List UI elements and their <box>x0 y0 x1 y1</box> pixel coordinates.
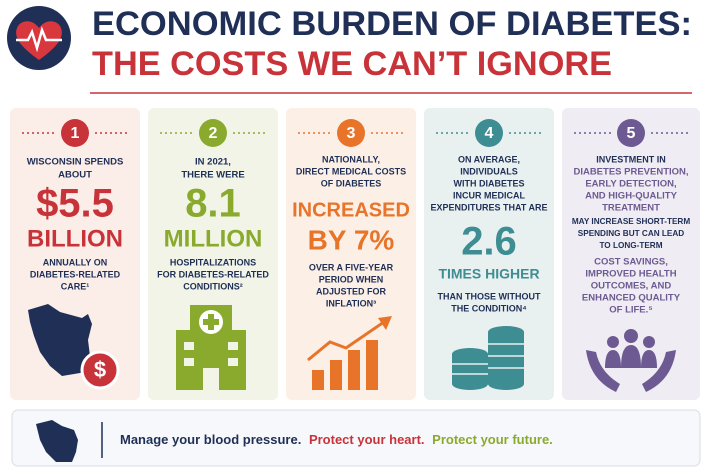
card-line: DIRECT MEDICAL COSTS <box>296 166 406 176</box>
card-line: DIABETES PREVENTION, <box>573 167 688 178</box>
card-number: 1 <box>71 125 80 142</box>
heart-icon <box>7 6 71 70</box>
card-line: INDIVIDUALS <box>460 166 518 176</box>
title-line2: THE COSTS WE CAN’T IGNORE <box>92 45 612 83</box>
card-line: OVER A FIVE-YEAR <box>309 262 394 272</box>
card-line: SPENDING BUT CAN LEAD <box>578 229 685 238</box>
coins-icon <box>452 326 524 390</box>
card-line: OUTCOMES, AND <box>591 281 672 292</box>
card-number: 2 <box>209 125 218 142</box>
card-line: NATIONALLY, <box>322 154 380 164</box>
people-care-icon <box>586 329 676 392</box>
card <box>148 108 278 400</box>
card-figure: $5.5 <box>36 182 114 226</box>
hospital-icon <box>176 305 246 390</box>
card-number: 4 <box>485 125 494 142</box>
card-line: CARE¹ <box>61 281 90 291</box>
card-line: ADJUSTED FOR <box>316 286 387 296</box>
card-line: DIABETES-RELATED <box>30 269 121 279</box>
number-badge <box>475 119 503 147</box>
card-figure: 2.6 <box>461 220 517 264</box>
growth-chart-icon <box>307 316 392 390</box>
card-line: EXPENDITURES THAT ARE <box>430 202 547 212</box>
card-figure: BILLION <box>27 225 123 252</box>
card-number: 5 <box>627 125 636 142</box>
card-line: THERE WERE <box>181 170 244 181</box>
card-figure: MILLION <box>164 225 263 252</box>
card <box>286 108 416 400</box>
card-line: THE CONDITION⁴ <box>451 303 526 313</box>
card-line: ABOUT <box>58 170 92 181</box>
card-line: COST SAVINGS, <box>594 257 668 268</box>
card-line: INFLATION³ <box>326 298 376 308</box>
footer-part1: Manage your blood pressure. <box>120 432 301 447</box>
card-line: INVESTMENT IN <box>596 154 666 164</box>
number-badge <box>61 119 89 147</box>
footer-box <box>11 409 701 467</box>
footer-text: Manage your blood pressure. Protect your… <box>120 432 553 447</box>
card-figure: TIMES HIGHER <box>438 266 539 282</box>
number-badge <box>337 119 365 147</box>
footer-part2: Protect your heart. <box>309 432 425 447</box>
card-line: INCUR MEDICAL <box>453 190 525 200</box>
card-line: EARLY DETECTION, <box>585 179 676 190</box>
card-line: WITH DIABETES <box>454 178 525 188</box>
card-line: MAY INCREASE SHORT-TERM <box>572 217 690 226</box>
wisconsin-dollar-icon: $ <box>28 304 120 390</box>
card-line: TREATMENT <box>602 203 660 214</box>
card-line: HOSPITALIZATIONS <box>170 257 256 267</box>
card <box>562 108 700 400</box>
card-figure: BY 7% <box>308 224 395 255</box>
number-badge <box>199 119 227 147</box>
card-line: OF LIFE.⁵ <box>609 305 653 316</box>
card-line: CONDITIONS² <box>183 281 243 291</box>
card-figure: 8.1 <box>185 182 241 226</box>
card-line: TO LONG-TERM <box>599 241 662 250</box>
footer-part3: Protect your future. <box>432 432 553 447</box>
card-line: THAN THOSE WITHOUT <box>438 291 541 301</box>
number-badge <box>617 119 645 147</box>
card-line: IMPROVED HEALTH <box>585 269 676 280</box>
card-line: FOR DIABETES-RELATED <box>157 269 269 279</box>
card-line: PERIOD WHEN <box>319 274 384 284</box>
card <box>424 108 554 400</box>
card-line: OF DIABETES <box>321 178 382 188</box>
card-figure: INCREASED <box>292 199 410 221</box>
card-line: IN 2021, <box>195 157 231 168</box>
card-number: 3 <box>347 125 356 142</box>
footer-wisconsin-icon <box>36 420 78 462</box>
card-line: ANNUALLY ON <box>43 257 108 267</box>
card-line: ENHANCED QUALITY <box>582 293 681 304</box>
card-line: ON AVERAGE, <box>458 154 520 164</box>
title-line1: ECONOMIC BURDEN OF DIABETES: <box>92 5 692 43</box>
svg-text:$: $ <box>94 357 106 382</box>
card-line: WISCONSIN SPENDS <box>27 157 124 168</box>
card-line: AND HIGH-QUALITY <box>585 191 677 202</box>
